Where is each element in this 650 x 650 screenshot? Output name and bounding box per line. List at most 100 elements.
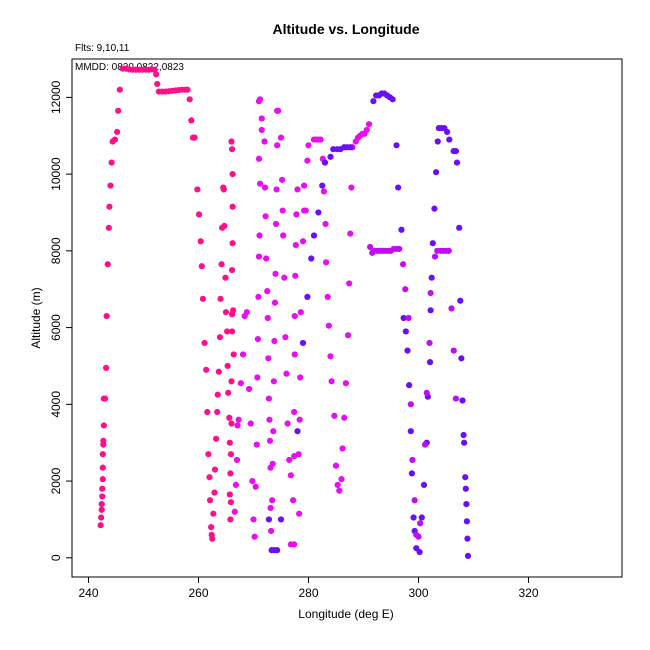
data-point xyxy=(230,351,237,358)
data-point xyxy=(339,445,346,452)
data-point xyxy=(214,408,221,416)
data-point xyxy=(304,157,311,164)
data-point xyxy=(426,359,434,366)
data-point xyxy=(224,328,231,335)
data-point xyxy=(293,211,300,218)
data-point xyxy=(292,272,299,279)
data-point xyxy=(301,182,308,189)
data-point xyxy=(281,274,288,281)
data-point xyxy=(274,547,281,554)
data-point xyxy=(283,370,290,377)
data-point xyxy=(269,497,276,504)
y-tick-label: 8000 xyxy=(49,237,63,264)
data-point xyxy=(186,96,193,103)
data-point xyxy=(269,460,276,467)
data-point xyxy=(266,437,274,444)
data-point xyxy=(461,439,468,446)
data-point xyxy=(429,240,436,247)
data-point xyxy=(393,142,400,149)
data-point xyxy=(433,169,440,176)
data-point xyxy=(400,314,407,322)
data-point xyxy=(363,126,370,134)
x-axis: 240 260 280 300 320 xyxy=(78,576,539,600)
data-point xyxy=(227,516,234,523)
data-point xyxy=(279,207,286,214)
data-point xyxy=(457,297,464,304)
data-point xyxy=(205,451,212,458)
data-point xyxy=(228,378,235,385)
flights-annotation: Flts: 9,10,11 xyxy=(75,43,130,54)
data-point xyxy=(246,385,253,393)
data-point xyxy=(261,184,269,191)
data-point xyxy=(247,420,254,427)
data-point xyxy=(282,334,289,341)
data-point xyxy=(427,289,434,297)
data-point xyxy=(204,408,211,416)
data-point xyxy=(255,293,262,300)
data-point xyxy=(291,408,298,416)
data-point xyxy=(218,261,225,268)
data-point xyxy=(271,299,279,306)
data-point xyxy=(404,347,411,354)
data-point xyxy=(464,535,471,542)
data-point xyxy=(254,336,261,343)
data-point xyxy=(108,159,115,166)
data-point xyxy=(417,520,424,527)
x-tick-label: 260 xyxy=(188,586,208,600)
data-point xyxy=(321,159,329,166)
data-point xyxy=(257,96,264,103)
y-tick-label: 0 xyxy=(49,554,63,561)
data-point xyxy=(279,176,286,183)
data-point xyxy=(284,420,291,427)
y-tick-label: 4000 xyxy=(49,391,63,418)
data-point xyxy=(227,451,235,458)
data-point xyxy=(291,312,298,320)
data-point xyxy=(396,245,403,253)
data-point xyxy=(210,510,217,517)
data-point xyxy=(444,128,451,135)
data-point xyxy=(99,493,106,500)
data-point xyxy=(213,435,220,442)
data-point xyxy=(227,499,235,506)
x-tick-label: 320 xyxy=(518,586,538,600)
data-point xyxy=(251,533,258,540)
data-point xyxy=(407,428,414,435)
data-point xyxy=(267,504,274,512)
data-point xyxy=(367,243,374,251)
data-point xyxy=(305,142,312,149)
data-point xyxy=(255,253,263,260)
data-point xyxy=(431,253,439,260)
chart-title: Altitude vs. Longitude xyxy=(273,21,420,37)
data-point xyxy=(268,527,275,535)
data-point xyxy=(456,224,463,231)
data-point xyxy=(448,305,455,312)
data-point xyxy=(97,522,104,529)
data-point xyxy=(199,295,206,302)
data-point xyxy=(334,481,341,489)
data-point xyxy=(98,514,105,521)
data-point xyxy=(234,422,241,429)
data-point xyxy=(270,428,277,435)
data-point xyxy=(304,293,311,300)
data-point xyxy=(310,232,318,239)
data-point xyxy=(116,86,123,93)
data-point xyxy=(460,431,467,439)
data-point xyxy=(208,524,215,531)
data-point xyxy=(154,80,161,88)
x-axis-label: Longitude (deg E) xyxy=(298,607,393,621)
data-point xyxy=(408,470,415,477)
data-point xyxy=(341,414,348,421)
data-point xyxy=(296,510,303,517)
data-point xyxy=(263,255,270,262)
data-point xyxy=(402,286,409,293)
data-point xyxy=(458,355,465,362)
data-point xyxy=(296,416,303,423)
data-point xyxy=(327,153,334,160)
data-point xyxy=(297,374,304,381)
data-point xyxy=(327,353,334,360)
data-point xyxy=(265,516,272,523)
data-point xyxy=(277,134,285,141)
data-point xyxy=(290,497,297,504)
data-point xyxy=(265,355,272,362)
data-point xyxy=(459,397,466,404)
